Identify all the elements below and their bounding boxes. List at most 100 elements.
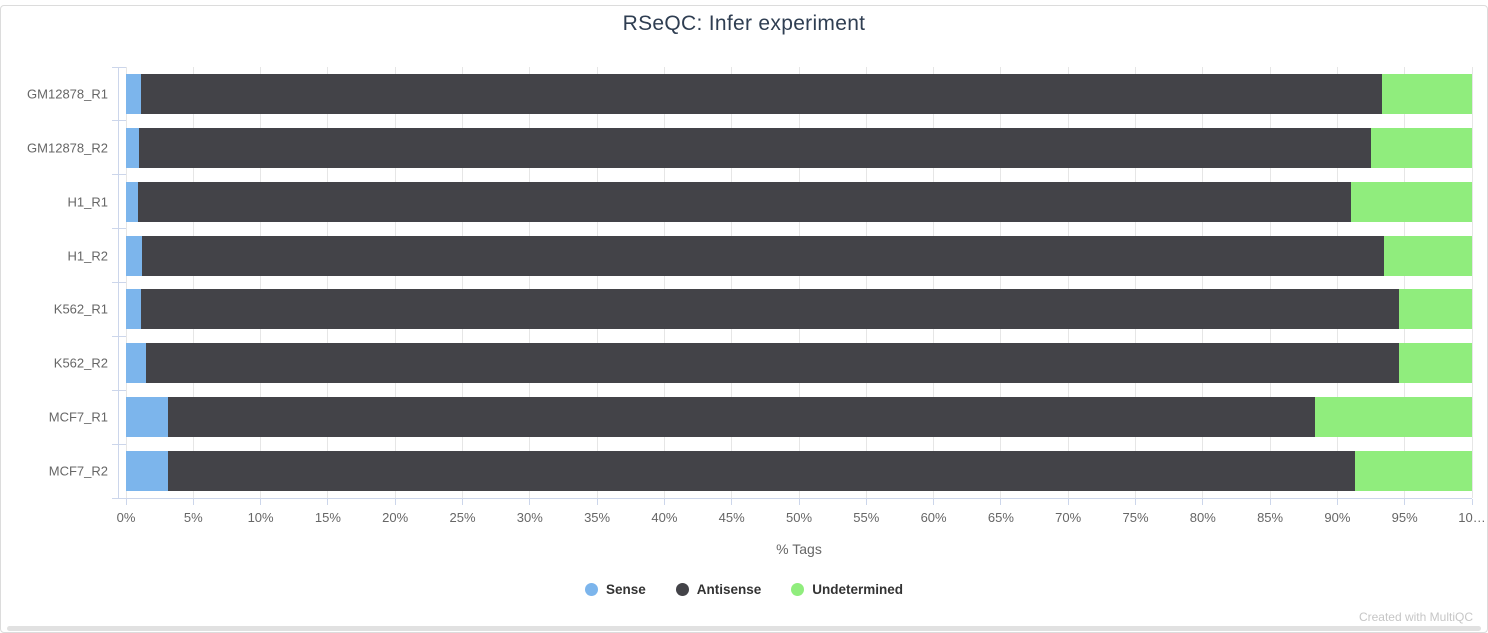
x-tick-label: 30% bbox=[516, 510, 543, 525]
x-gridline bbox=[327, 67, 329, 498]
x-gridline bbox=[1067, 67, 1069, 498]
stacked-bar[interactable] bbox=[126, 127, 1472, 168]
x-gridline bbox=[1336, 67, 1338, 498]
x-tick-label: 70% bbox=[1055, 510, 1082, 525]
y-tick-mark bbox=[112, 66, 126, 68]
bar-segment-undetermined[interactable] bbox=[1354, 451, 1472, 492]
bar-segment-sense[interactable] bbox=[126, 343, 147, 384]
bar-segment-antisense[interactable] bbox=[142, 235, 1385, 276]
y-axis-label: MCF7_R2 bbox=[48, 463, 108, 479]
y-axis-label: MCF7_R1 bbox=[48, 409, 108, 425]
x-tick-mark bbox=[462, 499, 463, 505]
x-gridline bbox=[1202, 67, 1204, 498]
bar-segment-sense[interactable] bbox=[126, 181, 139, 222]
x-gridline bbox=[731, 67, 733, 498]
multiqc-credits-link[interactable]: Created with MultiQC bbox=[1358, 610, 1473, 624]
stacked-bar[interactable] bbox=[126, 343, 1472, 384]
x-gridline bbox=[1471, 67, 1473, 498]
chart-title: RSeQC: Infer experiment bbox=[622, 12, 866, 35]
x-tick-mark bbox=[1269, 499, 1271, 505]
stacked-bar[interactable] bbox=[126, 451, 1472, 492]
chart-row: MCF7_R1 bbox=[49, 390, 1472, 444]
stacked-bar[interactable] bbox=[126, 289, 1472, 330]
bar-segment-sense[interactable] bbox=[126, 127, 140, 168]
bar-segment-antisense[interactable] bbox=[146, 343, 1400, 384]
bar-segment-undetermined[interactable] bbox=[1350, 181, 1472, 222]
x-tick-label: 35% bbox=[584, 510, 611, 525]
x-tick-label: 45% bbox=[718, 510, 745, 525]
x-gridline bbox=[260, 67, 262, 498]
x-tick-label: 80% bbox=[1189, 510, 1216, 525]
x-tick-mark bbox=[1336, 499, 1338, 505]
x-tick-label: 50% bbox=[785, 510, 813, 525]
bar-segment-antisense[interactable] bbox=[140, 289, 1400, 330]
chart-row: GM12878_R2 bbox=[27, 121, 1472, 175]
bar-segment-antisense[interactable] bbox=[140, 73, 1382, 114]
antisense-swatch-icon bbox=[675, 583, 689, 596]
bar-segment-sense[interactable] bbox=[126, 235, 143, 276]
x-tick-mark bbox=[1067, 499, 1069, 505]
x-tick-label: 0% bbox=[116, 510, 136, 525]
stacked-bar[interactable] bbox=[126, 397, 1472, 438]
chart-row: H1_R1 bbox=[68, 175, 1472, 229]
plot-card: RSeQC: Infer experiment GM12878_R1 GM1287… bbox=[0, 5, 1488, 633]
x-tick-mark bbox=[327, 499, 329, 505]
bar-segment-undetermined[interactable] bbox=[1399, 343, 1472, 384]
legend-label: Antisense bbox=[696, 582, 762, 597]
x-gridline bbox=[1404, 67, 1406, 498]
y-tick-mark bbox=[112, 282, 126, 283]
x-tick-label: 40% bbox=[651, 510, 678, 525]
x-tick-label: 5% bbox=[183, 510, 203, 525]
x-axis-title: % Tags bbox=[776, 541, 822, 557]
bar-segment-antisense[interactable] bbox=[139, 127, 1372, 168]
y-axis-label: GM12878_R2 bbox=[27, 140, 108, 156]
chart-row: K562_R2 bbox=[54, 336, 1472, 390]
y-axis-label: K562_R1 bbox=[53, 301, 108, 317]
x-gridline bbox=[798, 67, 800, 498]
x-gridline bbox=[1269, 67, 1271, 498]
bar-segment-sense[interactable] bbox=[126, 397, 168, 438]
bar-segment-antisense[interactable] bbox=[167, 451, 1355, 492]
legend-label: Undetermined bbox=[812, 582, 904, 597]
bar-segment-undetermined[interactable] bbox=[1384, 235, 1472, 276]
x-tick-label: 20% bbox=[382, 510, 409, 525]
bar-segment-sense[interactable] bbox=[126, 451, 168, 492]
bar-segment-undetermined[interactable] bbox=[1371, 127, 1472, 168]
y-axis-label: K562_R2 bbox=[53, 355, 108, 371]
legend-item-antisense[interactable]: Antisense bbox=[675, 582, 762, 597]
x-tick-label: 10… bbox=[1458, 510, 1486, 525]
x-tick-mark bbox=[1000, 499, 1002, 505]
horizontal-scrollbar[interactable] bbox=[7, 626, 1481, 631]
bar-segment-antisense[interactable] bbox=[167, 397, 1315, 438]
x-tick-label: 85% bbox=[1257, 510, 1284, 525]
x-tick-mark bbox=[125, 499, 127, 505]
x-tick-mark bbox=[596, 499, 598, 505]
x-gridline bbox=[1000, 67, 1002, 498]
x-gridline bbox=[125, 67, 127, 498]
bar-rows: GM12878_R1 GM12878_R2 H1_R1 H1_R2 K562_R1 K56… bbox=[27, 67, 1472, 498]
x-gridline bbox=[596, 67, 598, 498]
bar-segment-sense[interactable] bbox=[126, 289, 141, 330]
legend-item-sense[interactable]: Sense bbox=[584, 582, 646, 597]
stacked-bar[interactable] bbox=[126, 73, 1472, 114]
x-axis: % Tags 0% 5% 10% 15% 20% 25% 30% 35% 40% 45% 50% 55… bbox=[117, 498, 1486, 569]
stacked-bar[interactable] bbox=[126, 181, 1472, 222]
y-tick-mark bbox=[112, 497, 126, 499]
bar-segment-sense[interactable] bbox=[126, 73, 141, 114]
bar-segment-undetermined[interactable] bbox=[1381, 73, 1472, 114]
x-tick-mark bbox=[260, 499, 262, 505]
bar-segment-undetermined[interactable] bbox=[1314, 397, 1472, 438]
bar-segment-undetermined[interactable] bbox=[1399, 289, 1472, 330]
stacked-bar[interactable] bbox=[126, 235, 1472, 276]
x-tick-label: 65% bbox=[987, 510, 1014, 525]
x-tick-mark bbox=[1202, 499, 1204, 505]
y-tick-mark bbox=[112, 335, 126, 337]
x-tick-mark bbox=[798, 499, 800, 505]
y-tick-mark bbox=[112, 120, 126, 122]
bar-segment-antisense[interactable] bbox=[138, 181, 1351, 222]
x-tick-label: 15% bbox=[314, 510, 341, 525]
x-gridline bbox=[663, 67, 665, 498]
y-tick-mark bbox=[112, 174, 126, 176]
x-gridline bbox=[865, 67, 867, 498]
legend-item-undetermined[interactable]: Undetermined bbox=[791, 582, 903, 597]
